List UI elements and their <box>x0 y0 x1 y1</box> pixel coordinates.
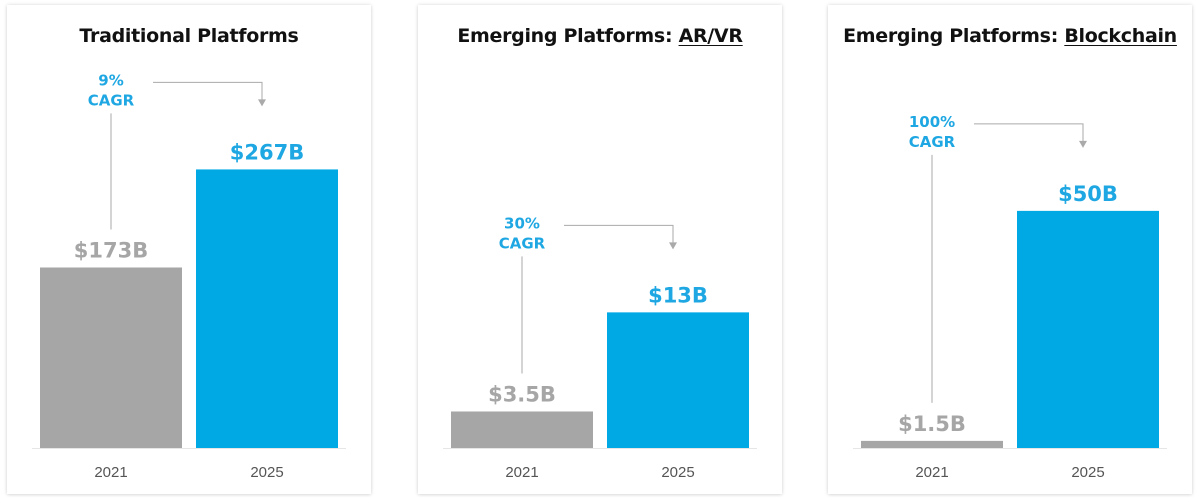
cagr-label: CAGR <box>499 234 546 252</box>
bar-2021 <box>861 440 1003 448</box>
bar-chart-traditional: $173B 2021 $267B 2025 9% CAGR <box>32 71 346 481</box>
arrow-down-icon <box>258 99 266 107</box>
title-text: Emerging Platforms: <box>843 25 1065 47</box>
connector-line <box>153 81 263 101</box>
x-tick-label: 2021 <box>915 464 948 481</box>
bar-2025 <box>607 312 749 448</box>
bar-2025 <box>196 169 338 448</box>
bar-2021 <box>40 267 182 448</box>
cagr-label: CAGR <box>909 133 956 151</box>
chart-title: Emerging Platforms: Blockchain <box>828 25 1192 47</box>
cagr-value: 9% <box>98 71 123 89</box>
bar-chart-blockchain: $1.5B 2021 $50B 2025 100% CAGR <box>853 113 1167 481</box>
connector-line <box>974 123 1084 142</box>
connector-line <box>564 224 674 244</box>
cagr-value: 30% <box>504 214 540 232</box>
chart-card-arvr: Emerging Platforms: AR/VR $3.5B 2021 $13B 2… <box>418 5 782 494</box>
title-emphasis: AR/VR <box>678 25 743 47</box>
title-emphasis: Blockchain <box>1064 25 1177 47</box>
chart-title: Traditional Platforms <box>7 25 371 47</box>
cagr-label: CAGR <box>88 91 135 109</box>
value-label: $267B <box>230 140 304 164</box>
value-label: $173B <box>74 239 148 263</box>
chart-title: Emerging Platforms: AR/VR <box>418 25 782 47</box>
value-label: $1.5B <box>898 412 966 436</box>
chart-card-blockchain: Emerging Platforms: Blockchain $1.5B 2021… <box>828 5 1192 494</box>
value-label: $3.5B <box>488 382 556 406</box>
title-text: Traditional Platforms <box>79 25 299 47</box>
title-text: Emerging Platforms: <box>457 25 679 47</box>
value-label: $13B <box>648 283 708 307</box>
cagr-value: 100% <box>909 113 955 131</box>
bar-chart-arvr: $3.5B 2021 $13B 2025 30% CAGR <box>443 214 757 481</box>
x-tick-label: 2025 <box>1071 464 1104 481</box>
x-tick-label: 2021 <box>94 464 127 481</box>
arrow-down-icon <box>669 242 677 250</box>
arrow-down-icon <box>1079 140 1087 148</box>
x-tick-label: 2021 <box>505 464 538 481</box>
bar-2021 <box>451 411 593 448</box>
chart-card-traditional: Traditional Platforms $173B 2021 $267B 2025… <box>7 5 371 494</box>
x-tick-label: 2025 <box>250 464 283 481</box>
x-tick-label: 2025 <box>661 464 694 481</box>
bar-2025 <box>1017 210 1159 448</box>
value-label: $50B <box>1058 182 1118 206</box>
